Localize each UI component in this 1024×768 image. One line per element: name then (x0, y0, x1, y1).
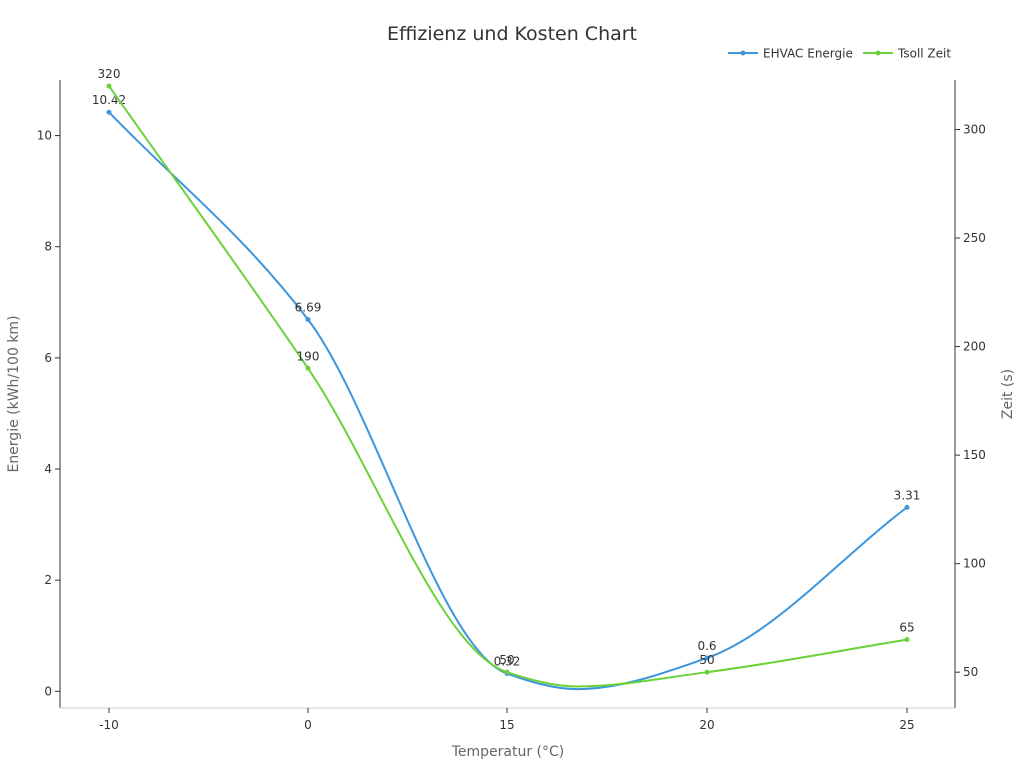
y-left-tick-label: 4 (44, 462, 52, 476)
x-axis-title: Temperatur (°C) (451, 744, 565, 760)
data-point-tsoll-zeit[interactable] (704, 669, 710, 675)
data-label-tsoll-zeit: 65 (899, 621, 914, 635)
data-point-ehvac-energie[interactable] (305, 317, 311, 323)
series-line-tsoll-zeit (108, 85, 908, 688)
series-line-ehvac-energie (108, 111, 908, 691)
x-ticks: -10 0 15 20 25 (99, 708, 915, 732)
legend-marker-tsoll-zeit (875, 50, 881, 56)
data-point-tsoll-zeit[interactable] (904, 637, 910, 643)
data-point-ehvac-energie[interactable] (704, 655, 710, 661)
y-right-tick-label: 100 (963, 557, 986, 571)
legend-marker-ehvac-energie (740, 50, 746, 56)
x-tick-label: 0 (304, 718, 312, 732)
x-tick-label: -10 (99, 718, 119, 732)
y-axis-right-title: Zeit (s) (1000, 369, 1016, 419)
series-layer: 10.42 6.69 0.32 0.6 3.31 320 190 50 50 65 (92, 67, 921, 691)
y-ticks-left: 0 2 4 6 8 10 (37, 129, 60, 698)
y-left-tick-label: 6 (44, 351, 52, 365)
x-tick-label: 25 (899, 718, 914, 732)
y-right-tick-label: 250 (963, 231, 986, 245)
data-label-ehvac-energie: 10.42 (92, 93, 126, 107)
y-left-tick-label: 10 (37, 129, 52, 143)
y-right-tick-label: 200 (963, 340, 986, 354)
legend: EHVAC Energie Tsoll Zeit (728, 47, 951, 61)
legend-label-ehvac-energie: EHVAC Energie (763, 47, 853, 61)
y-right-tick-label: 300 (963, 122, 986, 136)
x-tick-label: 20 (699, 718, 714, 732)
data-label-tsoll-zeit: 50 (699, 653, 714, 667)
y-axis-left-title: Energie (kWh/100 km) (6, 315, 22, 472)
chart-title: Effizienz und Kosten Chart (387, 23, 637, 45)
legend-label-tsoll-zeit: Tsoll Zeit (897, 47, 951, 61)
data-label-ehvac-energie: 6.69 (295, 301, 322, 315)
data-label-tsoll-zeit: 190 (297, 349, 320, 363)
y-left-tick-label: 2 (44, 573, 52, 587)
legend-item-tsoll-zeit[interactable]: Tsoll Zeit (863, 47, 951, 61)
data-point-ehvac-energie[interactable] (904, 504, 910, 510)
y-right-tick-label: 150 (963, 448, 986, 462)
data-point-tsoll-zeit[interactable] (305, 365, 311, 371)
legend-item-ehvac-energie[interactable]: EHVAC Energie (728, 47, 853, 61)
data-point-tsoll-zeit[interactable] (504, 669, 510, 675)
data-label-ehvac-energie: 0.32 (494, 655, 521, 669)
data-point-ehvac-energie[interactable] (106, 109, 112, 115)
x-tick-label: 15 (499, 718, 514, 732)
data-point-tsoll-zeit[interactable] (106, 83, 112, 89)
y-left-tick-label: 8 (44, 240, 52, 254)
y-ticks-right: 50 100 150 200 250 300 (955, 122, 986, 679)
y-left-tick-label: 0 (44, 684, 52, 698)
y-right-tick-label: 50 (963, 665, 978, 679)
data-label-ehvac-energie: 0.6 (697, 639, 716, 653)
data-label-tsoll-zeit: 50 (499, 653, 514, 667)
data-label-ehvac-energie: 3.31 (894, 488, 921, 502)
data-label-tsoll-zeit: 320 (98, 67, 121, 81)
